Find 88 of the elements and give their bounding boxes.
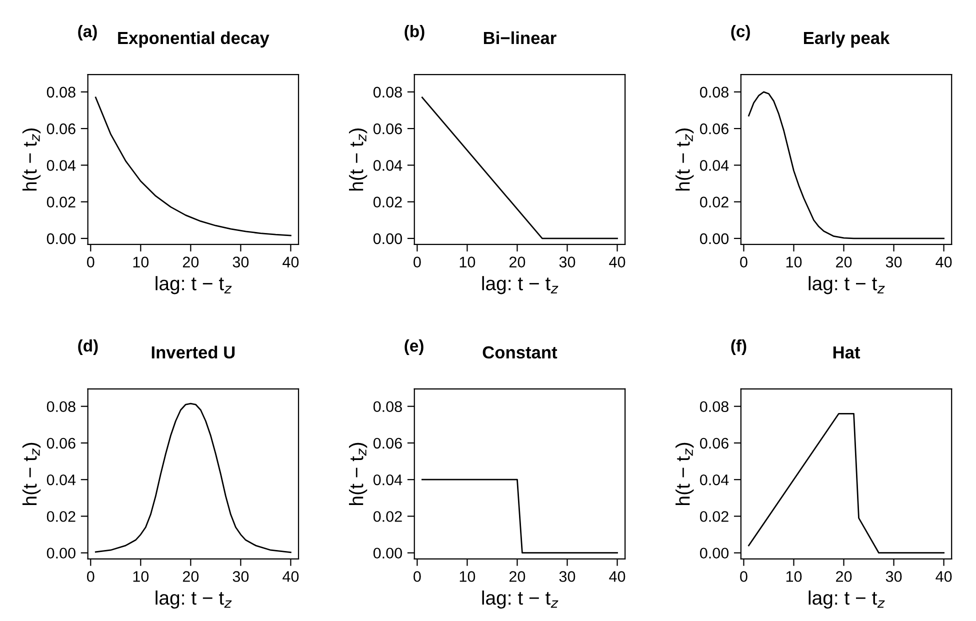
y-tick-label: 0.04 <box>373 474 402 486</box>
x-tick-label: 30 <box>559 256 576 268</box>
y-tick-label: 0.02 <box>700 511 728 522</box>
y-tick-label: 0.02 <box>700 196 728 208</box>
y-tick-label: 0.04 <box>373 160 402 171</box>
y-tick-label: 0.06 <box>373 123 402 134</box>
line-series <box>94 402 292 553</box>
y-tick-label: 0.02 <box>373 511 402 522</box>
x-axis-title: lag: t − t$_{z}$ <box>156 590 232 609</box>
chart-title: Constant <box>482 346 558 359</box>
x-tick-label: 0 <box>740 256 748 268</box>
text: (b) <box>404 24 424 41</box>
x-tick-label: 40 <box>282 571 299 582</box>
y-tick-label: 0.00 <box>700 233 729 244</box>
x-tick-label: 0 <box>86 256 94 268</box>
y-axis-title: h(t − t$_{z}$) <box>22 128 41 191</box>
x-tick-label: 20 <box>182 571 199 582</box>
x-tick-label: 10 <box>460 256 476 268</box>
x-tick-label: 10 <box>133 256 149 268</box>
line-series <box>748 412 944 554</box>
chart-title: Inverted U <box>152 346 235 359</box>
y-tick-label: 0.06 <box>46 123 76 134</box>
x-tick-label: 10 <box>460 571 476 582</box>
y-axis-title: h(t − t$_{z}$) <box>349 442 368 505</box>
text: (c) <box>731 24 750 41</box>
x-tick-label: 10 <box>786 256 802 268</box>
text: (a) <box>78 24 97 41</box>
y-tick-label: 0.08 <box>373 401 402 412</box>
x-tick-label: 30 <box>886 571 902 582</box>
x-axis-title: lag: t − t$_{z}$ <box>482 590 558 609</box>
text: (f) <box>731 339 746 355</box>
chart-title: Hat <box>833 346 860 359</box>
x-tick-label: 10 <box>133 571 149 582</box>
y-tick-label: 0.04 <box>46 474 76 486</box>
x-tick-label: 40 <box>936 256 952 268</box>
chart-title: Early peak <box>804 31 890 48</box>
y-tick-label: 0.04 <box>46 160 76 171</box>
x-tick-label: 10 <box>786 571 802 582</box>
y-tick-label: 0.02 <box>46 196 76 208</box>
y-axis-title: h(t − t$_{z}$) <box>22 442 41 505</box>
y-tick-label: 0.04 <box>700 474 729 486</box>
y-tick-label: 0.00 <box>46 548 76 559</box>
x-tick-label: 40 <box>609 256 626 268</box>
x-tick-label: 20 <box>509 256 526 268</box>
y-tick-label: 0.06 <box>700 438 728 449</box>
y-axis-title: h(t − t$_{z}$) <box>676 442 694 505</box>
chart-title: Bi−linear <box>484 31 556 44</box>
x-tick-label: 30 <box>232 571 249 582</box>
x-axis-title: lag: t − t$_{z}$ <box>482 276 558 294</box>
x-tick-label: 20 <box>836 256 852 268</box>
x-axis-title: lag: t − t$_{z}$ <box>808 276 885 294</box>
y-axis-title: h(t − t$_{z}$) <box>676 128 694 191</box>
x-tick-label: 0 <box>414 256 421 268</box>
x-tick-label: 30 <box>232 256 249 268</box>
y-tick-label: 0.08 <box>46 86 76 98</box>
line-series <box>748 91 944 240</box>
y-tick-label: 0.00 <box>373 548 402 559</box>
y-tick-label: 0.08 <box>700 86 728 98</box>
line-series <box>94 96 292 236</box>
y-tick-label: 0.00 <box>373 233 402 244</box>
y-tick-label: 0.06 <box>700 123 728 134</box>
x-tick-label: 20 <box>836 571 852 582</box>
y-tick-label: 0.00 <box>700 548 729 559</box>
x-axis-title: lag: t − t$_{z}$ <box>156 276 232 294</box>
text: (e) <box>404 339 424 355</box>
x-tick-label: 20 <box>182 256 199 268</box>
y-tick-label: 0.08 <box>46 401 76 412</box>
text: (d) <box>78 339 98 355</box>
x-tick-label: 40 <box>609 571 626 582</box>
x-tick-label: 0 <box>86 571 94 582</box>
y-tick-label: 0.08 <box>700 401 728 412</box>
x-tick-label: 40 <box>936 571 952 582</box>
y-axis-title: h(t − t$_{z}$) <box>349 128 368 191</box>
x-tick-label: 0 <box>414 571 421 582</box>
y-tick-label: 0.00 <box>46 233 76 244</box>
y-tick-label: 0.02 <box>46 511 76 522</box>
x-axis-title: lag: t − t$_{z}$ <box>808 590 885 609</box>
y-tick-label: 0.02 <box>373 196 402 208</box>
y-tick-label: 0.08 <box>373 86 402 98</box>
y-tick-label: 0.04 <box>700 160 729 171</box>
chart-title: Exponential decay <box>118 31 270 48</box>
y-tick-label: 0.06 <box>373 438 402 449</box>
x-tick-label: 30 <box>559 571 576 582</box>
x-tick-label: 0 <box>740 571 748 582</box>
y-tick-label: 0.06 <box>46 438 76 449</box>
x-tick-label: 30 <box>886 256 902 268</box>
x-tick-label: 20 <box>509 571 526 582</box>
x-tick-label: 40 <box>282 256 299 268</box>
